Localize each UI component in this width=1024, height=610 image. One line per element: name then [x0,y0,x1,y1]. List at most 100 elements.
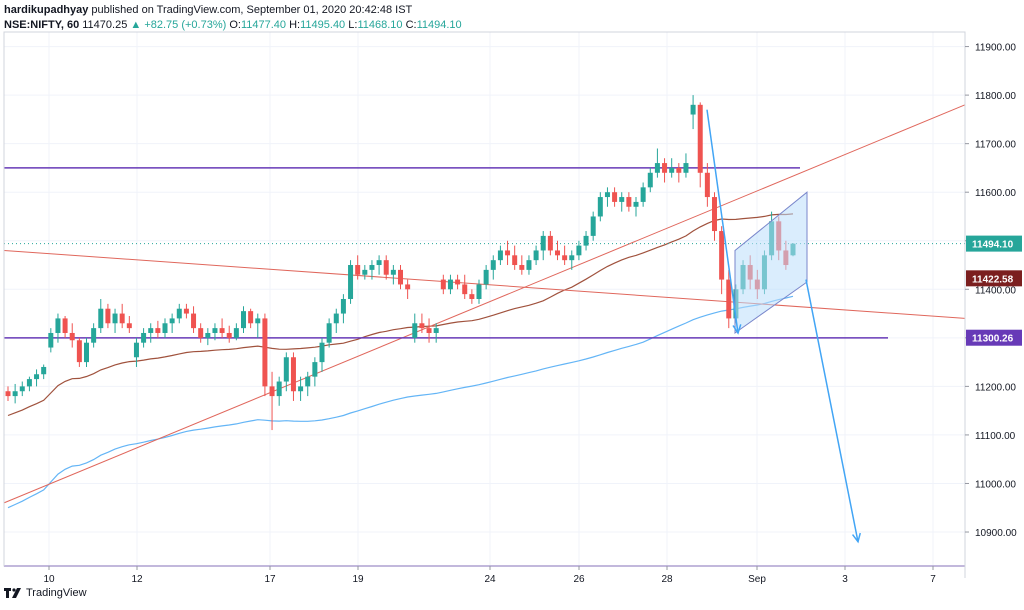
candle-body [455,279,461,285]
candle-body [426,328,432,333]
candle-body [148,328,154,333]
y-tick-label: 11700.00 [975,140,1016,151]
candle-body [298,386,304,392]
low-label: L: [348,19,358,31]
candle-body [276,381,282,397]
candle-body [169,318,175,324]
candle-body [305,376,311,387]
candle-body [526,260,532,270]
low-value: 11468.10 [357,19,403,31]
candle-body [419,323,425,329]
candle-body [212,328,218,333]
candle-body [433,328,439,333]
candle-body [726,279,732,319]
candle-body [133,342,139,358]
candle-body [590,216,596,236]
candle-body [597,197,603,217]
x-tick-label: Sep [748,574,766,585]
candle-body [383,260,389,275]
candle-body [198,328,204,338]
close-label: C: [405,19,417,31]
candle-body [340,299,346,314]
high-label: H: [289,19,301,31]
candle-body [362,269,368,275]
candle-body [34,374,40,380]
x-tick-label: 10 [43,574,55,585]
x-tick-label: 17 [264,574,276,585]
candle-body [376,260,382,266]
candle-body [640,187,646,202]
price-label-box [966,270,1022,287]
publisher-name: hardikupadhyay [4,4,89,16]
target-down-arrow [805,279,859,542]
candle-body [141,332,147,343]
candle-body [583,235,589,246]
candle-body [662,163,668,173]
candle-body [490,260,496,270]
candle-body [612,192,618,202]
close-value: 11494.10 [416,19,462,31]
candle-body [398,269,403,285]
candle-body [112,313,118,324]
candle-body [704,172,710,198]
candle-body [241,311,246,329]
price-label-box [966,235,1022,252]
publish-line: hardikupadhyay published on TradingView.… [4,4,412,16]
candle-body [505,250,511,256]
candle-body [69,332,75,341]
candle-body [269,386,275,397]
candle-body [512,255,518,266]
price-label-text: 11494.10 [972,240,1014,251]
last-price: 11470.25 [82,19,128,31]
candle-body [290,357,296,392]
open-label: O: [229,19,241,31]
candle-body [55,318,61,333]
x-tick-label: 24 [484,574,496,585]
candle-body [647,172,653,188]
candle-body [440,279,446,290]
candle-body [604,192,610,198]
moving-averages [7,213,794,509]
y-tick-label: 11400.00 [975,285,1016,296]
candle-body [633,201,639,207]
candle-body [348,265,354,299]
open-value: 11477.40 [240,19,287,31]
candle-body [333,313,339,324]
plot-frame [3,31,966,567]
candle-body [84,342,89,363]
footer-brand: TradingView [26,587,87,599]
candle-body [555,250,560,256]
candle-body [98,308,104,329]
candle-body [12,391,18,397]
candle-body [248,311,254,324]
candle-body [26,379,32,387]
candle-body [312,362,318,377]
x-tick-label: 7 [930,574,936,585]
impulse-down-arrow [706,109,739,334]
candle-body [476,284,482,299]
tradingview-footer[interactable]: TradingView [4,587,87,599]
y-tick-label: 10900.00 [975,528,1017,539]
candle-body [191,313,197,329]
candle-body [683,163,689,173]
candle-body [176,308,182,319]
chart-axes: 10900.0011000.0011100.0011200.0011300.00… [3,31,1022,585]
x-tick-label: 26 [573,574,585,585]
candle-body [576,245,582,256]
y-tick-label: 11900.00 [975,43,1016,54]
y-tick-label: 11200.00 [975,382,1016,393]
candle-body [183,308,189,314]
x-tick-label: 19 [352,574,364,585]
price-label-box [966,329,1022,346]
candle-body [62,318,68,333]
rising-trendline [3,104,966,504]
candle-body [462,284,468,295]
candle-body [654,163,660,173]
candle-body [76,340,82,363]
ma-slow-line [7,295,794,509]
candle-body [626,197,632,207]
candle-body [105,308,111,324]
candle-body [690,104,696,115]
candle-body [355,265,361,275]
